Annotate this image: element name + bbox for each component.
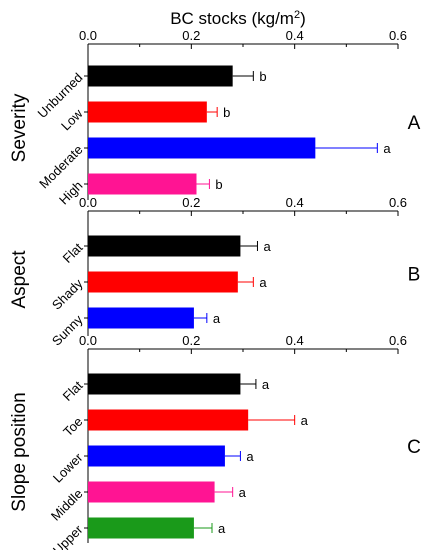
x-tick-label: 0.0 bbox=[79, 28, 97, 43]
bar bbox=[88, 173, 197, 195]
bar bbox=[88, 307, 194, 329]
category-label: Toe bbox=[60, 414, 85, 439]
significance-label: a bbox=[246, 449, 254, 464]
category-label: Lower bbox=[50, 449, 86, 485]
x-tick-label: 0.0 bbox=[79, 333, 97, 348]
category-label: Low bbox=[58, 106, 86, 134]
panel-letter: A bbox=[408, 113, 421, 134]
bar bbox=[88, 137, 316, 159]
group-label: Aspect bbox=[9, 250, 30, 309]
bar bbox=[88, 373, 241, 395]
bar bbox=[88, 101, 207, 123]
significance-label: b bbox=[223, 105, 230, 120]
significance-label: b bbox=[259, 69, 266, 84]
x-tick-label: 0.6 bbox=[389, 28, 407, 43]
significance-label: a bbox=[383, 141, 391, 156]
group-label: Slope position bbox=[9, 392, 30, 511]
category-label: Middle bbox=[48, 486, 86, 524]
bar bbox=[88, 445, 225, 467]
significance-label: a bbox=[262, 377, 270, 392]
category-label: Flat bbox=[60, 378, 86, 404]
x-tick-label: 0.2 bbox=[182, 195, 200, 210]
x-tick-label: 0.2 bbox=[182, 28, 200, 43]
significance-label: a bbox=[259, 275, 267, 290]
panel-letter: B bbox=[408, 265, 421, 286]
bar bbox=[88, 517, 194, 539]
group-label: Severity bbox=[9, 93, 30, 162]
significance-label: a bbox=[218, 521, 226, 536]
x-tick-label: 0.0 bbox=[79, 195, 97, 210]
x-tick-label: 0.2 bbox=[182, 333, 200, 348]
x-tick-label: 0.6 bbox=[389, 333, 407, 348]
bar bbox=[88, 65, 233, 87]
bar bbox=[88, 271, 238, 293]
significance-label: a bbox=[301, 413, 309, 428]
category-label: Shady bbox=[49, 276, 86, 313]
category-label: Upper bbox=[50, 521, 86, 550]
significance-label: a bbox=[239, 485, 247, 500]
x-tick-label: 0.4 bbox=[286, 28, 304, 43]
bar bbox=[88, 481, 215, 503]
x-tick-label: 0.4 bbox=[286, 333, 304, 348]
chart-title: BC stocks (kg/m2) bbox=[170, 9, 306, 28]
x-tick-label: 0.6 bbox=[389, 195, 407, 210]
significance-label: b bbox=[215, 177, 222, 192]
category-label: Flat bbox=[60, 240, 86, 266]
bar bbox=[88, 409, 249, 431]
panel-letter: C bbox=[407, 437, 421, 458]
bar bbox=[88, 235, 241, 257]
significance-label: a bbox=[263, 239, 271, 254]
significance-label: a bbox=[213, 311, 221, 326]
x-tick-label: 0.4 bbox=[286, 195, 304, 210]
